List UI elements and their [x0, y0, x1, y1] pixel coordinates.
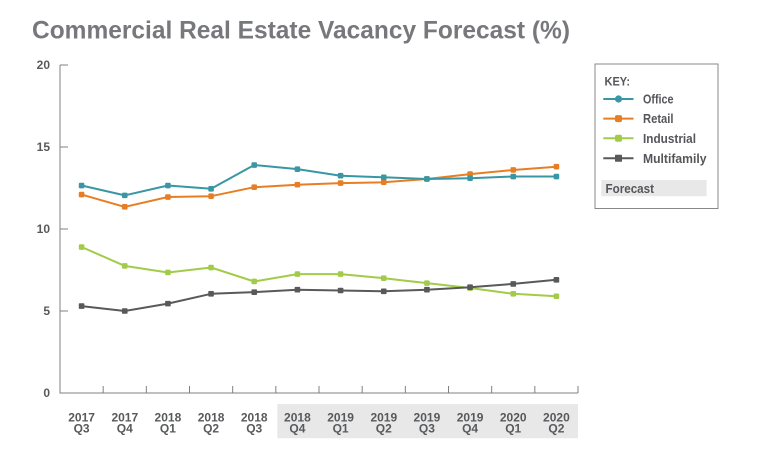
svg-text:Q2: Q2	[203, 422, 219, 436]
svg-text:2018: 2018	[284, 411, 311, 425]
svg-text:Q3: Q3	[419, 422, 435, 436]
svg-text:2017: 2017	[68, 411, 95, 425]
svg-text:Q4: Q4	[289, 422, 305, 436]
svg-text:2019: 2019	[370, 411, 397, 425]
svg-text:Multifamily: Multifamily	[643, 151, 707, 166]
svg-text:Q2: Q2	[376, 422, 392, 436]
svg-text:10: 10	[37, 222, 51, 236]
svg-text:2020: 2020	[500, 411, 527, 425]
svg-text:Q4: Q4	[462, 422, 478, 436]
svg-text:Q1: Q1	[160, 422, 176, 436]
svg-text:2019: 2019	[457, 411, 484, 425]
svg-text:KEY:: KEY:	[605, 74, 631, 88]
svg-text:2018: 2018	[155, 411, 182, 425]
svg-text:Q2: Q2	[548, 422, 564, 436]
svg-text:Q3: Q3	[246, 422, 262, 436]
svg-text:Commercial Real Estate Vacancy: Commercial Real Estate Vacancy Forecast …	[32, 17, 570, 45]
svg-text:2020: 2020	[543, 411, 570, 425]
svg-text:5: 5	[43, 304, 50, 318]
svg-text:Q3: Q3	[74, 422, 90, 436]
svg-text:Q1: Q1	[505, 422, 521, 436]
svg-text:Retail: Retail	[643, 111, 674, 126]
svg-text:0: 0	[43, 386, 50, 400]
svg-text:20: 20	[37, 58, 51, 72]
svg-text:2018: 2018	[241, 411, 268, 425]
svg-text:2018: 2018	[198, 411, 225, 425]
svg-text:2019: 2019	[327, 411, 354, 425]
svg-text:Industrial: Industrial	[643, 131, 696, 146]
svg-text:2017: 2017	[111, 411, 138, 425]
svg-text:15: 15	[37, 140, 51, 154]
svg-text:Office: Office	[643, 92, 674, 107]
svg-text:Q4: Q4	[117, 422, 133, 436]
svg-text:2019: 2019	[414, 411, 441, 425]
svg-text:Forecast: Forecast	[606, 181, 655, 196]
svg-text:Q1: Q1	[333, 422, 349, 436]
